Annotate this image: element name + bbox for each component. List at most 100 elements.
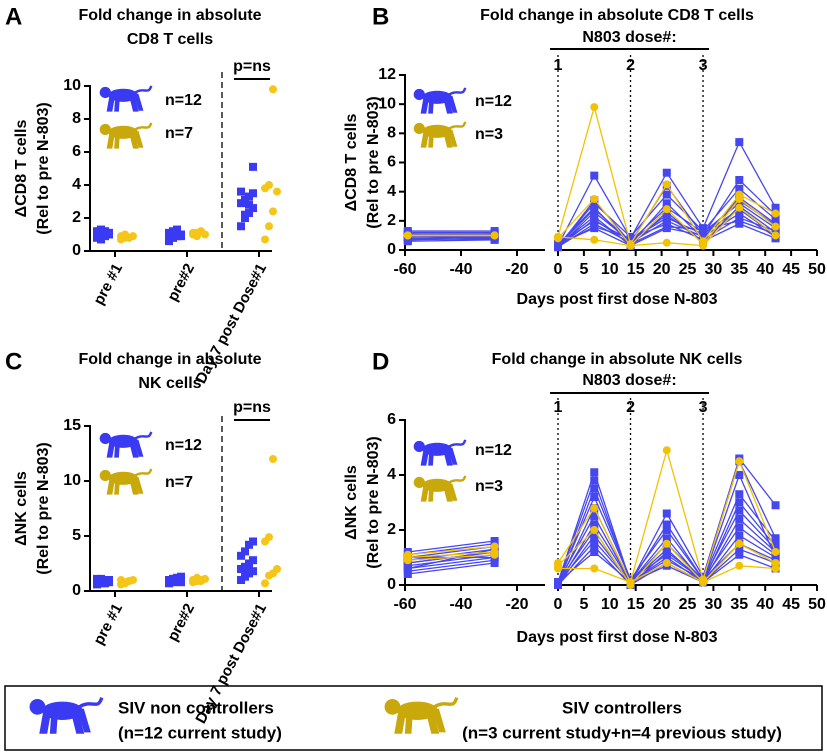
marker — [771, 564, 780, 573]
marker — [249, 556, 257, 565]
legend-label: n=12 — [475, 442, 512, 459]
series-line — [407, 554, 495, 567]
marker — [97, 574, 105, 583]
marker — [490, 559, 499, 567]
marker — [662, 526, 671, 534]
x-tick-label: -60 — [393, 261, 416, 278]
x-tick-label: 10 — [601, 261, 619, 278]
y-tick-label: 10 — [63, 77, 81, 94]
marker — [403, 564, 412, 573]
marker — [590, 526, 599, 534]
marker — [662, 539, 671, 548]
marker — [249, 162, 257, 171]
marker — [125, 577, 133, 586]
y-axis-label: ΔNK cells — [343, 465, 360, 540]
marker — [261, 579, 269, 588]
marker — [590, 542, 599, 551]
marker — [735, 561, 744, 570]
chart-title: CD8 T cells — [127, 31, 213, 48]
x-tick-label: 25 — [679, 596, 697, 613]
y-tick-label: 4 — [72, 176, 81, 193]
monkey-icon — [98, 467, 153, 496]
marker — [590, 484, 599, 493]
marker — [590, 468, 599, 477]
marker — [269, 85, 277, 94]
marker — [403, 231, 412, 240]
series-line — [407, 554, 495, 561]
marker — [403, 556, 412, 565]
legend-label: n=12 — [165, 437, 202, 454]
series-line — [407, 559, 495, 572]
marker — [735, 194, 744, 203]
y-axis-label: (Rel to pre N-803) — [365, 436, 382, 568]
x-tick-label: -20 — [505, 596, 528, 613]
legend-box — [4, 685, 823, 751]
dose-label: 1 — [554, 57, 563, 74]
y-tick-label: 2 — [72, 209, 81, 226]
marker — [771, 553, 780, 562]
x-tick-label: 5 — [579, 261, 588, 278]
x-tick-label: 35 — [730, 261, 748, 278]
marker — [97, 235, 105, 244]
x-tick-label: pre#2 — [164, 261, 198, 304]
marker — [105, 230, 113, 239]
marker — [249, 537, 257, 546]
x-tick-label: -20 — [505, 261, 528, 278]
y-tick-label: 5 — [72, 527, 81, 544]
monkey-icon — [412, 438, 467, 467]
marker — [735, 523, 744, 532]
marker — [735, 219, 744, 228]
x-tick-label: 30 — [705, 261, 723, 278]
x-axis-label: Days post first dose N-803 — [517, 629, 718, 646]
x-tick-label: 35 — [730, 596, 748, 613]
marker — [771, 231, 780, 240]
legend-label: n=3 — [475, 126, 503, 143]
legend-label: SIV non controllers — [118, 698, 274, 717]
marker — [662, 550, 671, 559]
marker — [662, 509, 671, 518]
marker — [662, 520, 671, 529]
monkey-icon — [412, 120, 467, 149]
marker — [590, 103, 599, 112]
marker — [590, 235, 599, 244]
marker — [590, 520, 599, 529]
marker — [735, 545, 744, 554]
marker — [265, 181, 273, 189]
marker — [265, 222, 273, 231]
marker — [735, 531, 744, 540]
marker — [662, 180, 671, 189]
marker — [735, 515, 744, 523]
marker — [699, 241, 708, 250]
marker — [554, 240, 562, 249]
marker — [269, 207, 277, 216]
y-axis-label: (Rel to pre N-803) — [35, 442, 52, 574]
marker — [490, 231, 499, 240]
chart-title: Fold change in absolute — [78, 351, 261, 368]
marker — [273, 565, 281, 573]
series-line — [407, 237, 495, 241]
marker — [590, 531, 599, 540]
y-tick-label: 10 — [378, 95, 396, 112]
marker — [662, 534, 671, 543]
marker — [554, 232, 562, 241]
chart-title: NK cells — [138, 375, 201, 392]
series-line — [407, 551, 495, 559]
y-axis-label: ΔNK cells — [13, 471, 30, 546]
y-tick-label: 8 — [387, 125, 396, 142]
monkey-icon — [412, 474, 467, 503]
marker — [771, 559, 780, 567]
marker — [237, 187, 245, 196]
y-tick-label: 2 — [387, 521, 396, 538]
monkey-icon — [98, 121, 153, 150]
marker — [169, 233, 177, 242]
marker — [662, 168, 671, 177]
marker — [735, 498, 744, 507]
marker — [554, 581, 562, 589]
y-axis-label: ΔCD8 T cells — [13, 120, 30, 218]
marker — [662, 190, 671, 199]
dose-header: N803 dose#: — [582, 372, 676, 389]
series-line — [407, 562, 495, 575]
dose-label: 2 — [626, 57, 635, 74]
series-line — [407, 545, 495, 556]
